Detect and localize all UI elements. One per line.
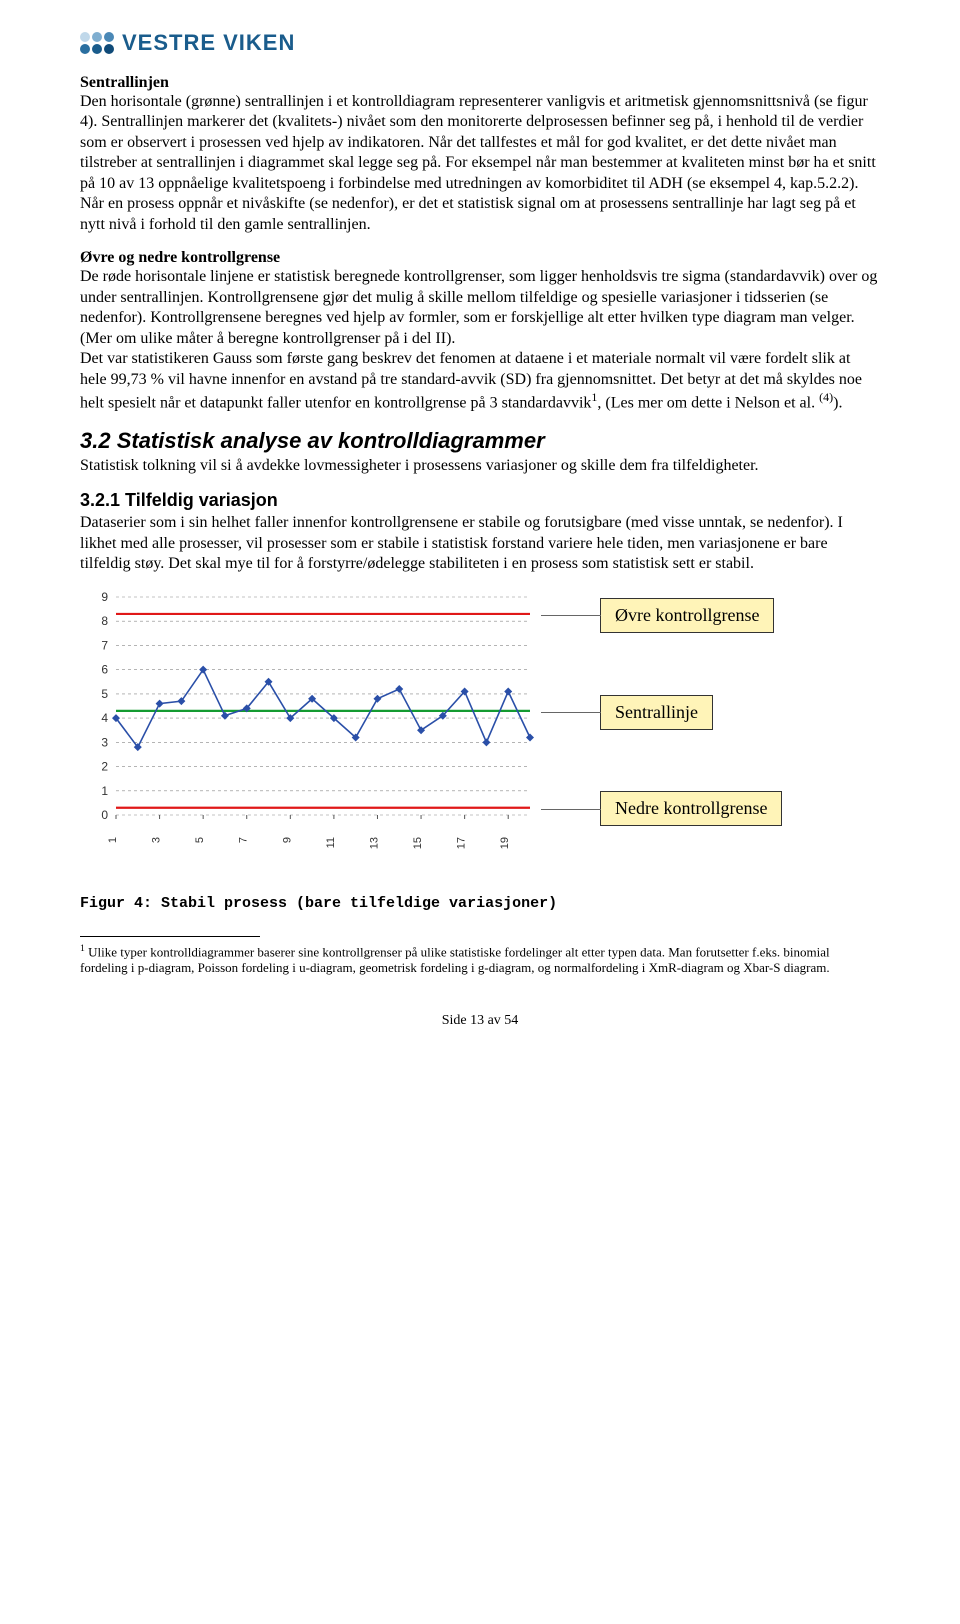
para-kontrollgrense-1: De røde horisontale linjene er statistis…: [80, 267, 880, 349]
heading-3-2-1: 3.2.1 Tilfeldig variasjon: [80, 490, 880, 511]
svg-text:3: 3: [101, 735, 108, 749]
page-number: Side 13 av 54: [80, 1013, 880, 1029]
logo-text: VESTRE VIKEN: [122, 30, 295, 56]
svg-text:9: 9: [101, 590, 108, 604]
svg-text:2: 2: [101, 759, 108, 773]
svg-text:11: 11: [325, 837, 337, 848]
svg-text:13: 13: [368, 837, 380, 849]
para-3-2-1: Dataserier som i sin helhet faller innen…: [80, 513, 880, 574]
svg-text:17: 17: [456, 837, 468, 849]
callout-ucl: Øvre kontrollgrense: [600, 598, 774, 633]
svg-text:3: 3: [151, 837, 163, 843]
callout-lcl: Nedre kontrollgrense: [600, 791, 782, 826]
footnote-rule: [80, 936, 260, 937]
svg-text:15: 15: [412, 837, 424, 849]
svg-text:6: 6: [101, 662, 108, 676]
footnote-text: Ulike typer kontrolldiagrammer baserer s…: [80, 944, 830, 975]
svg-text:1: 1: [107, 837, 119, 843]
control-chart: 0123456789135791113151719 Øvre kontrollg…: [80, 589, 880, 889]
svg-text:7: 7: [238, 837, 250, 843]
svg-text:5: 5: [101, 687, 108, 701]
heading-3-2: 3.2 Statistisk analyse av kontrolldiagra…: [80, 428, 880, 454]
para-sentrallinjen: Den horisontale (grønne) sentrallinjen i…: [80, 92, 880, 235]
logo-dots-icon: [80, 32, 114, 54]
heading-kontrollgrense: Øvre og nedre kontrollgrense: [80, 249, 880, 267]
logo: VESTRE VIKEN: [80, 30, 880, 56]
svg-text:5: 5: [194, 837, 206, 843]
svg-text:9: 9: [281, 837, 293, 843]
svg-text:19: 19: [499, 837, 511, 849]
chart-svg: 0123456789135791113151719: [80, 589, 540, 849]
figure-caption: Figur 4: Stabil prosess (bare tilfeldige…: [80, 895, 880, 912]
para-kontrollgrense-2: Det var statistikeren Gauss som første g…: [80, 349, 880, 414]
svg-text:4: 4: [101, 711, 108, 725]
svg-text:1: 1: [101, 784, 108, 798]
text-fragment: , (Les mer om dette i Nelson et al.: [597, 394, 819, 411]
text-fragment: ).: [833, 394, 842, 411]
citation-ref: (4): [819, 390, 833, 404]
svg-text:7: 7: [101, 638, 108, 652]
svg-text:8: 8: [101, 614, 108, 628]
para-3-2: Statistisk tolkning vil si å avdekke lov…: [80, 456, 880, 476]
footnote: 1 Ulike typer kontrolldiagrammer baserer…: [80, 943, 880, 977]
heading-sentrallinjen: Sentrallinjen: [80, 74, 880, 92]
svg-text:0: 0: [101, 808, 108, 822]
callout-center: Sentrallinje: [600, 695, 713, 730]
